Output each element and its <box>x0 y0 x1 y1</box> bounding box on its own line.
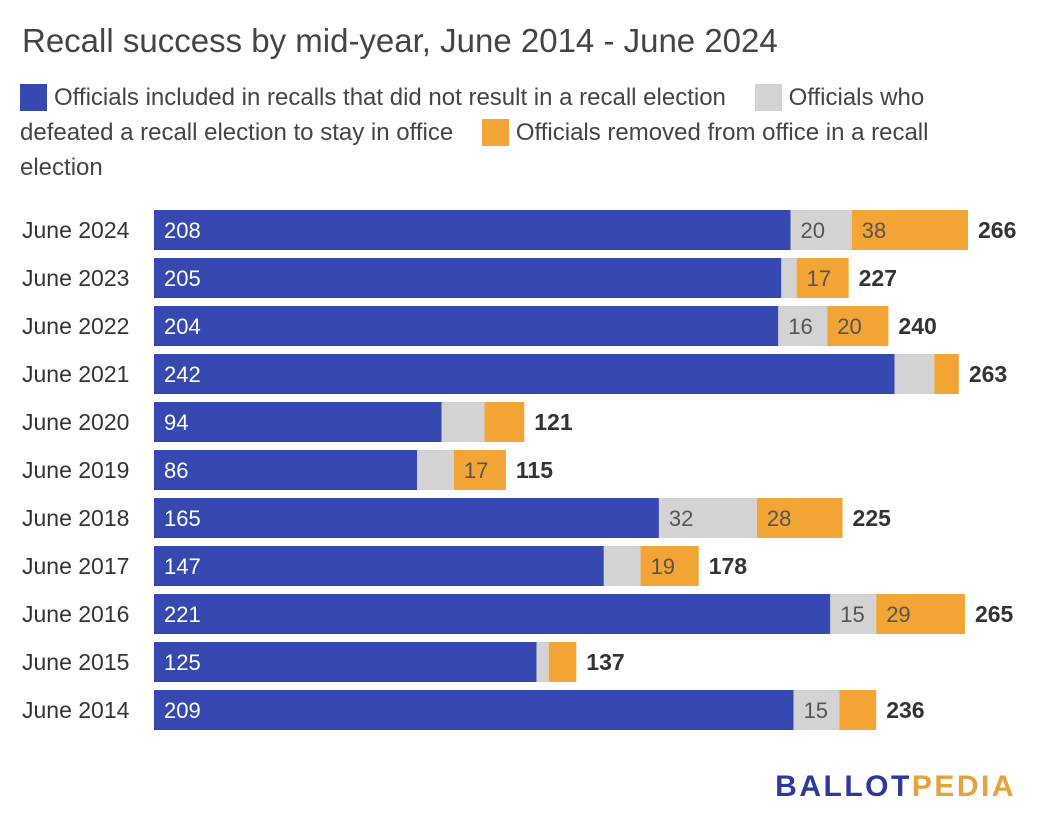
bar-segment-defeated-june-2016 <box>830 594 877 634</box>
bar-segment-defeated-june-2024 <box>790 210 852 250</box>
bar-segment-removed-june-2023 <box>796 258 849 298</box>
total-label-june-2023: 227 <box>859 265 897 291</box>
data-label-not-held-june-2023: 205 <box>164 266 201 291</box>
data-label-not-held-june-2016: 221 <box>164 602 201 627</box>
category-label-june-2021: June 2021 <box>22 361 129 387</box>
total-label-june-2022: 240 <box>898 313 936 339</box>
legend-item-not-held: Officials included in recalls that did n… <box>20 84 748 111</box>
data-label-defeated-june-2016: 15 <box>840 602 864 627</box>
data-label-removed-june-2016: 29 <box>886 602 910 627</box>
bar-segment-not-held-june-2016 <box>154 594 831 634</box>
bar-segment-removed-june-2022 <box>827 306 889 346</box>
bar-segment-not-held-june-2020 <box>154 402 442 442</box>
category-label-june-2018: June 2018 <box>22 505 129 531</box>
bar-segment-defeated-june-2017 <box>603 546 641 586</box>
category-label-june-2017: June 2017 <box>22 553 129 579</box>
legend-swatch-not-held <box>20 84 47 111</box>
category-label-june-2016: June 2016 <box>22 601 129 627</box>
bar-segment-not-held-june-2024 <box>154 210 791 250</box>
data-label-not-held-june-2015: 125 <box>164 650 201 675</box>
data-label-not-held-june-2019: 86 <box>164 458 188 483</box>
bar-segment-not-held-june-2017 <box>154 546 604 586</box>
bar-chart: June 2024 208 20 38 266 June 2023 205 17 227 June… <box>22 210 1016 730</box>
legend-item-defeated: Officials who defeated a recall election… <box>20 84 924 146</box>
data-label-defeated-june-2022: 16 <box>788 314 812 339</box>
bar-segment-removed-june-2015 <box>548 642 577 682</box>
bar-segment-removed-june-2020 <box>484 402 525 442</box>
bar-segment-defeated-june-2022 <box>778 306 828 346</box>
chart-title: Recall success by mid-year, June 2014 - … <box>22 22 778 59</box>
bar-segment-not-held-june-2015 <box>154 642 537 682</box>
data-label-removed-june-2019: 17 <box>464 458 488 483</box>
legend: Officials included in recalls that did n… <box>20 80 980 185</box>
legend-swatch-removed <box>481 119 509 146</box>
bar-segment-not-held-june-2014 <box>154 690 794 730</box>
bar-segment-defeated-june-2015 <box>536 642 549 682</box>
data-label-not-held-june-2024: 208 <box>164 218 201 243</box>
bar-segment-removed-june-2018 <box>756 498 843 538</box>
logo-part-pedia: PEDIA <box>911 770 1016 803</box>
total-label-june-2020: 121 <box>534 409 573 435</box>
total-label-june-2021: 263 <box>969 361 1007 387</box>
total-label-june-2018: 225 <box>853 505 892 531</box>
category-label-june-2019: June 2019 <box>22 457 129 483</box>
legend-swatch-defeated <box>754 84 782 111</box>
total-label-june-2019: 115 <box>516 457 553 483</box>
category-label-june-2023: June 2023 <box>22 265 129 291</box>
bar-segment-removed-june-2019 <box>453 450 506 490</box>
data-label-removed-june-2017: 19 <box>651 554 675 579</box>
data-label-not-held-june-2018: 165 <box>164 506 201 531</box>
bar-segment-defeated-june-2018 <box>658 498 757 538</box>
total-label-june-2024: 266 <box>978 217 1016 243</box>
logo-part-ballot: BALLOT <box>775 770 912 803</box>
bar-segment-removed-june-2016 <box>876 594 965 634</box>
data-label-not-held-june-2021: 242 <box>164 362 201 387</box>
bar-segment-removed-june-2014 <box>839 690 877 730</box>
bar-segment-defeated-june-2019 <box>417 450 454 490</box>
bar-segment-defeated-june-2021 <box>894 354 935 394</box>
category-label-june-2020: June 2020 <box>22 409 129 435</box>
data-label-not-held-june-2022: 204 <box>164 314 201 339</box>
category-label-june-2022: June 2022 <box>22 313 129 339</box>
data-label-defeated-june-2024: 20 <box>801 218 825 243</box>
total-label-june-2017: 178 <box>709 553 748 579</box>
bar-segment-defeated-june-2023 <box>781 258 797 298</box>
legend-label-defeated: Officials who defeated a recall election… <box>20 84 925 146</box>
ballotpedia-logo: BALLOTPEDIA <box>775 770 1016 804</box>
bar-segment-not-held-june-2021 <box>154 354 895 394</box>
bar-segment-defeated-june-2014 <box>793 690 840 730</box>
data-label-removed-june-2018: 28 <box>767 506 791 531</box>
data-label-removed-june-2023: 17 <box>807 266 831 291</box>
data-label-defeated-june-2018: 32 <box>669 506 693 531</box>
bar-segment-not-held-june-2018 <box>154 498 659 538</box>
bar-segment-not-held-june-2019 <box>154 450 418 490</box>
data-label-not-held-june-2020: 94 <box>164 410 188 435</box>
category-label-june-2015: June 2015 <box>22 649 129 675</box>
category-label-june-2014: June 2014 <box>22 697 130 723</box>
data-label-not-held-june-2017: 147 <box>164 554 201 579</box>
legend-label-not-held: Officials included in recalls that did n… <box>54 84 726 111</box>
data-label-defeated-june-2014: 15 <box>804 698 828 723</box>
legend-item-removed: Officials removed from office in a recal… <box>20 119 928 181</box>
total-label-june-2016: 265 <box>975 601 1014 627</box>
bar-segment-not-held-june-2023 <box>154 258 782 298</box>
total-label-june-2015: 137 <box>586 649 624 675</box>
category-label-june-2024: June 2024 <box>22 217 130 243</box>
data-label-removed-june-2022: 20 <box>837 314 861 339</box>
bar-segment-not-held-june-2022 <box>154 306 779 346</box>
legend-label-removed: Officials removed from office in a recal… <box>20 119 929 181</box>
bar-segment-removed-june-2024 <box>851 210 968 250</box>
total-label-june-2014: 236 <box>886 697 924 723</box>
bar-segment-defeated-june-2020 <box>441 402 485 442</box>
data-label-removed-june-2024: 38 <box>862 218 886 243</box>
bar-segment-removed-june-2021 <box>934 354 959 394</box>
bar-segment-removed-june-2017 <box>640 546 699 586</box>
data-label-not-held-june-2014: 209 <box>164 698 201 723</box>
